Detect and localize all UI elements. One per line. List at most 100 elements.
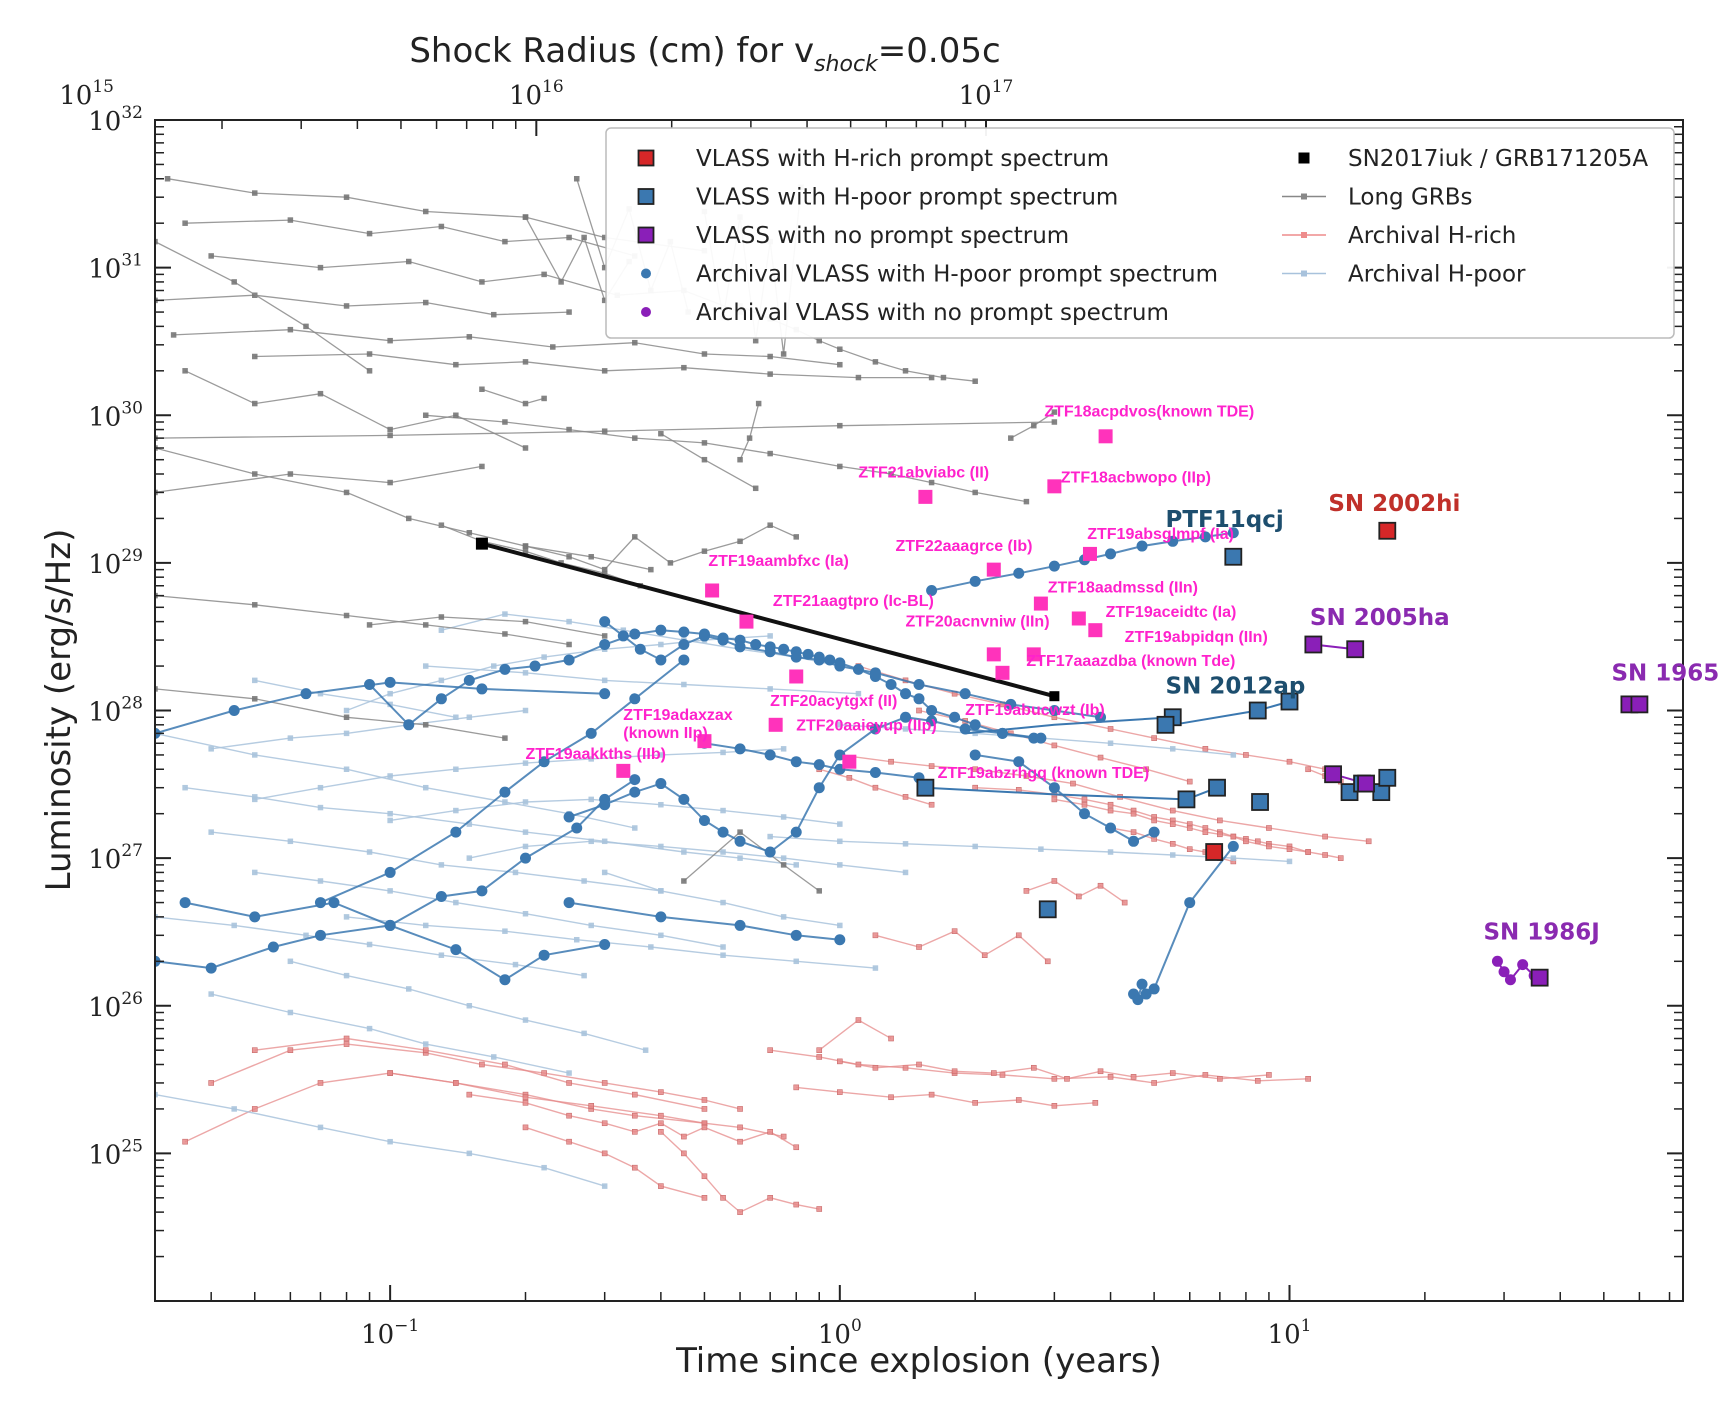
archival-vlass-hpoor-point [1184,897,1196,909]
long-grb-point [252,400,258,407]
long-grb-line [155,465,483,494]
archival-hrich-point [737,1124,743,1131]
archival-hrich-point [479,1061,485,1068]
legend-label: Archival VLASS with H-poor prompt spectr… [696,262,1218,288]
ticks-layer: 10−1 100 101 1025 1026 1027 1028 1029 1030 1031 10… [59,77,1683,1350]
archival-vlass-hpoor-point [959,688,971,700]
archival-vlass-hpoor-point [813,759,825,771]
archival-hrich-point [658,1089,664,1095]
long-grb-point [972,489,978,496]
archival-hpoor-point [405,986,412,992]
archival-hpoor-point [601,1183,608,1189]
archival-hpoor-point [317,878,324,884]
archival-hpoor-point [438,862,445,868]
archival-hrich-point [837,1089,843,1095]
archival-vlass-hpoor-point [599,688,611,700]
archival-hrich-point [928,763,935,769]
object-label: SN 2005ha [1310,605,1450,631]
archival-hrich-point [701,1173,708,1180]
long-grb-point [522,214,529,220]
archival-vlass-hpoor-point [1048,782,1060,794]
legend-entry: Archival H-poor [1282,262,1526,288]
sn2017iuk-point [1049,691,1060,702]
archival-vlass-hpoor-point [678,793,690,805]
archival-hrich-point [972,1100,978,1106]
archival-hrich-point [631,1091,638,1098]
archival-vlass-hpoor-point [629,774,641,786]
legend-marker [641,307,651,317]
archival-hpoor-track [155,1091,608,1189]
long-grb-point [701,351,708,357]
long-grb-point [632,534,638,540]
archival-vlass-hpoor-point [599,638,611,650]
archival-hrich-point [1305,766,1311,773]
long-grb-point [1031,422,1037,429]
archival-hrich-point [1169,841,1176,847]
archival-hrich-point [1130,1074,1137,1080]
x-tick-label: 100 [818,1316,862,1350]
archival-vlass-hpoor-point [1013,756,1025,768]
archival-hrich-point [972,766,978,773]
long-grb-point [303,323,309,330]
legend-marker [1301,193,1307,200]
vlass-blue-line [925,786,1187,801]
archival-hpoor-point [287,958,294,965]
legend-label: SN2017iuk / GRB171205A [1348,146,1648,172]
vlass-blue-point [1038,900,1057,919]
archival-hpoor-point [681,849,687,855]
archival-hpoor-point [466,1150,473,1157]
long-grb-point [453,361,459,368]
archival-vlass-hpoor-point [634,643,646,655]
vlass-blue-point [1248,701,1267,720]
archival-vlass-hpoor-point [764,749,776,761]
archival-hrich-point [601,1120,608,1127]
vlass-blue-point [1177,790,1196,809]
long-grb-point [541,395,547,402]
archival-hrich-point [793,1201,800,1208]
long-grb-track [658,430,759,492]
archival-hpoor-point [366,941,373,948]
archival-hpoor-track [208,991,572,1076]
archival-vlass-hpoor-point [1048,560,1060,572]
archival-vlass-hpoor-point [300,688,312,700]
archival-vlass-hpoor-point [913,679,925,691]
long-grb-point [252,190,258,196]
archival-hpoor-point [366,849,373,855]
archival-hrich-point [1151,1080,1157,1086]
long-grb-point [317,264,324,271]
ztf-label: ZTF19aakkths (IIb) [525,746,665,763]
ztf-point [1047,479,1062,494]
archival-hpoor-point [387,817,393,824]
long-grb-point [837,346,843,352]
archival-hpoor-point [793,958,799,965]
archival-hpoor-point [343,730,350,737]
ztf-point [995,665,1010,680]
archival-hrich-point [1230,833,1237,840]
long-grb-point [231,279,237,285]
data-layer [155,175,1649,1215]
archival-hrich-track [466,1091,800,1151]
archival-hrich-line [660,1131,820,1213]
archival-hrich-point [1151,735,1157,741]
archival-vlass-hpoor-point [205,962,217,974]
archival-hrich-point [916,944,922,950]
archival-vlass-hpoor-point [969,749,981,761]
archival-hpoor-point [588,922,594,929]
archival-hpoor-point [581,878,587,884]
ztf-point [918,489,933,504]
legend-marker [637,226,655,244]
ztf-point [739,614,754,629]
archival-hpoor-point [522,799,529,805]
archival-vlass-hpoor-point [563,654,575,666]
archival-vlass-hpoor-point [778,643,790,655]
archival-vlass-hpoor-point [599,616,611,628]
archival-hrich-point [1186,846,1193,852]
long-grb-track [155,686,508,741]
archival-hpoor-point [466,714,473,721]
long-grb-point [658,430,664,437]
y-tick-label: 1029 [88,546,143,580]
object-label: SN 2012ap [1166,674,1306,700]
archival-hrich-point [872,932,879,939]
archival-hrich-point [343,1035,350,1042]
archival-hpoor-point [658,801,664,808]
